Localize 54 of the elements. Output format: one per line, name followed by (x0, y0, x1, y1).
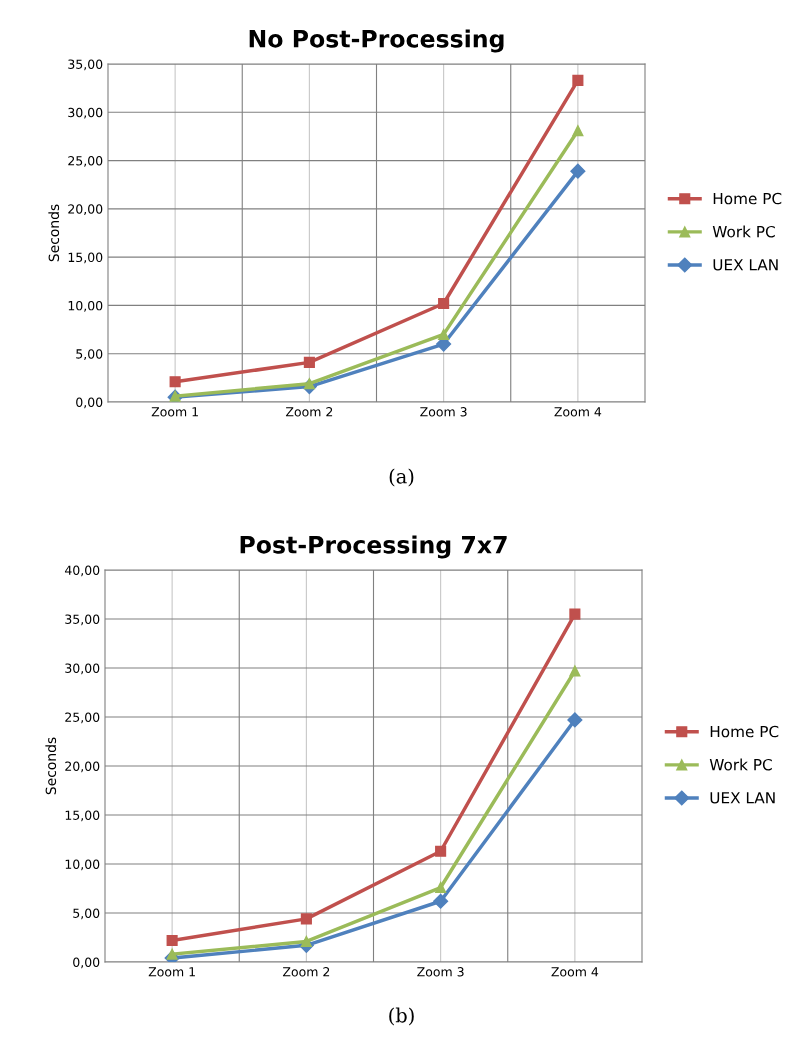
point (435, 845, 447, 857)
x-tick-label: Zoom 1 (151, 407, 198, 417)
text: (b) (389, 1007, 414, 1026)
y-tick-label: 0,00 (73, 957, 100, 969)
y-tick-label: 10,00 (68, 300, 103, 312)
x-tick-label: Zoom 4 (551, 967, 599, 977)
x-tick-label: Zoom 4 (554, 407, 602, 417)
point (569, 608, 581, 620)
x-tick-label: Zoom 3 (417, 967, 464, 977)
chart-title: Post-Processing 7x7 (240, 535, 507, 559)
y-tick-label: 15,00 (65, 810, 100, 822)
legend-label: Work PC (712, 225, 775, 238)
point (570, 163, 586, 179)
y-tick-label: 5,00 (76, 349, 103, 360)
y-axis-title: Seconds (45, 737, 57, 795)
legend-label: UEX LAN (713, 259, 778, 271)
y-tick-label: 25,00 (68, 156, 103, 167)
point (435, 881, 447, 894)
chart-title: No Post-Processing (249, 29, 504, 53)
point (569, 665, 581, 677)
point (303, 356, 315, 368)
point (433, 893, 449, 909)
point (572, 74, 584, 86)
x-tick-label: Zoom 3 (420, 407, 467, 417)
point (438, 297, 450, 310)
point (300, 913, 312, 925)
y-tick-label: 10,00 (65, 859, 100, 871)
y-tick-label: 30,00 (65, 663, 100, 675)
y-tick-label: 35,00 (68, 59, 103, 71)
y-tick-label: 35,00 (65, 614, 100, 626)
y-tick-label: 20,00 (65, 761, 100, 773)
x-tick-label: Zoom 1 (148, 967, 195, 977)
y-axis-title: Seconds (48, 204, 60, 262)
point (300, 935, 312, 947)
legend-label: Work PC (709, 758, 772, 771)
point (303, 378, 315, 390)
legend-label: UEX LAN (710, 792, 775, 804)
point (166, 934, 178, 946)
point (572, 125, 584, 137)
x-tick-label: Zoom 2 (282, 967, 330, 977)
y-tick-label: 20,00 (68, 204, 103, 216)
y-tick-label: 0,00 (76, 397, 103, 409)
point (438, 328, 450, 340)
legend-label: Home PC (710, 725, 779, 738)
text: (a) (389, 468, 414, 487)
point (169, 376, 181, 388)
y-tick-label: 15,00 (68, 252, 103, 264)
y-tick-label: 25,00 (65, 712, 100, 724)
x-tick-label: Zoom 2 (285, 407, 333, 417)
legend-label: Home PC (713, 192, 782, 205)
y-tick-label: 40,00 (64, 565, 100, 577)
y-tick-label: 30,00 (68, 107, 103, 119)
point (567, 712, 583, 728)
y-tick-label: 5,00 (73, 908, 100, 920)
